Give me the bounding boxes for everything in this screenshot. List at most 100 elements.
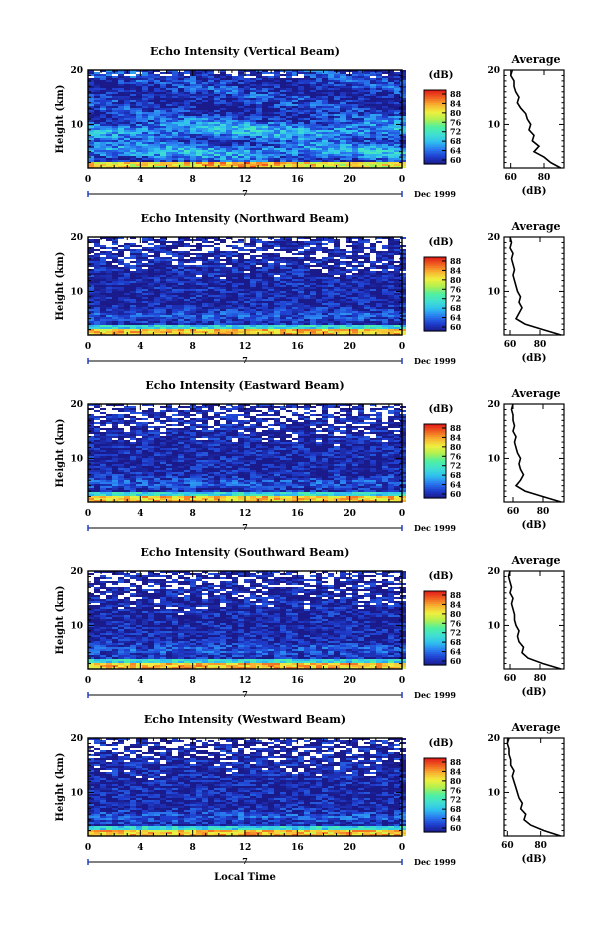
heatmap-cell (106, 323, 112, 325)
colorbar-band (424, 104, 446, 108)
heatmap-cell (232, 325, 238, 327)
heatmap-cell (178, 265, 184, 267)
heatmap-cell (340, 124, 346, 126)
heatmap-cell (388, 108, 394, 110)
heatmap-cell (400, 132, 406, 134)
heatmap-cell (340, 317, 346, 319)
heatmap-cell (310, 152, 316, 154)
heatmap-cell (286, 128, 292, 130)
heatmap-cell (232, 94, 238, 96)
heatmap-cell (112, 114, 118, 116)
heatmap-cell (292, 271, 298, 273)
heatmap-cell (94, 74, 100, 76)
heatmap-cell (112, 289, 118, 291)
heatmap-cell (364, 130, 370, 132)
heatmap-cell (316, 100, 322, 102)
heatmap-cell (358, 239, 364, 241)
heatmap-cell (226, 299, 232, 301)
heatmap-cell (142, 249, 148, 251)
heatmap-cell (352, 124, 358, 126)
heatmap-cell (262, 255, 268, 257)
heatmap-cell (202, 303, 208, 305)
heatmap-cell (250, 317, 256, 319)
heatmap-cell (376, 158, 382, 160)
heatmap-cell (268, 142, 274, 144)
heatmap-cell (124, 154, 130, 156)
heatmap-cell (88, 112, 94, 114)
heatmap-cell (190, 126, 196, 128)
heatmap-cell (136, 325, 142, 327)
heatmap-cell (346, 98, 352, 100)
heatmap-cell (208, 102, 214, 104)
heatmap-cell (400, 166, 406, 168)
heatmap-cell (310, 118, 316, 120)
heatmap-cell (172, 281, 178, 283)
heatmap-cell (244, 104, 250, 106)
heatmap-cell (316, 104, 322, 106)
heatmap-cell (286, 138, 292, 140)
heatmap-cell (142, 90, 148, 92)
heatmap-cell (292, 144, 298, 146)
heatmap-cell (394, 150, 400, 152)
heatmap-cell (88, 289, 94, 291)
heatmap-cell (358, 100, 364, 102)
heatmap-cell (226, 130, 232, 132)
heatmap-cell (208, 160, 214, 162)
heatmap-cell (268, 323, 274, 325)
heatmap-cell (394, 309, 400, 311)
heatmap-cell (382, 88, 388, 90)
heatmap-cell (340, 281, 346, 283)
heatmap-cell (166, 295, 172, 297)
heatmap-cell (400, 144, 406, 146)
heatmap-cell (184, 253, 190, 255)
heatmap-cell (142, 281, 148, 283)
heatmap-cell (100, 293, 106, 295)
heatmap-cell (190, 279, 196, 281)
heatmap-cell (136, 116, 142, 118)
heatmap-cell (124, 118, 130, 120)
heatmap-cell (94, 297, 100, 299)
heatmap-cell (208, 281, 214, 283)
heatmap-cell (154, 148, 160, 150)
heatmap-cell (202, 329, 208, 331)
heatmap-cell (316, 150, 322, 152)
heatmap-cell (106, 136, 112, 138)
heatmap-cell (250, 243, 256, 245)
heatmap-cell (202, 319, 208, 321)
heatmap-cell (310, 281, 316, 283)
heatmap-cell (148, 72, 154, 74)
heatmap-cell (232, 148, 238, 150)
heatmap-cell (370, 146, 376, 148)
heatmap-cell (292, 281, 298, 283)
heatmap-cell (226, 160, 232, 162)
heatmap-cell (340, 132, 346, 134)
heatmap-cell (106, 94, 112, 96)
heatmap-cell (388, 150, 394, 152)
heatmap-cell (250, 128, 256, 130)
heatmap-cell (322, 301, 328, 303)
heatmap-cell (166, 120, 172, 122)
heatmap-cell (238, 239, 244, 241)
heatmap-cell (118, 309, 124, 311)
heatmap-cell (124, 267, 130, 269)
heatmap-cell (334, 142, 340, 144)
heatmap-cell (94, 279, 100, 281)
heatmap-cell (286, 90, 292, 92)
heatmap-cell (376, 118, 382, 120)
heatmap-cell (142, 154, 148, 156)
heatmap-cell (280, 164, 286, 166)
heatmap-cell (382, 136, 388, 138)
heatmap-cell (124, 110, 130, 112)
heatmap-cell (364, 110, 370, 112)
heatmap-cell (298, 158, 304, 160)
heatmap-cell (358, 92, 364, 94)
colorbar-band (424, 125, 446, 128)
heatmap-cell (142, 273, 148, 275)
heatmap-cell (256, 120, 262, 122)
heatmap-cell (118, 80, 124, 82)
heatmap-cell (136, 317, 142, 319)
heatmap-cell (394, 98, 400, 100)
heatmap-cell (394, 130, 400, 132)
heatmap-cell (370, 261, 376, 263)
heatmap-cell (328, 315, 334, 317)
